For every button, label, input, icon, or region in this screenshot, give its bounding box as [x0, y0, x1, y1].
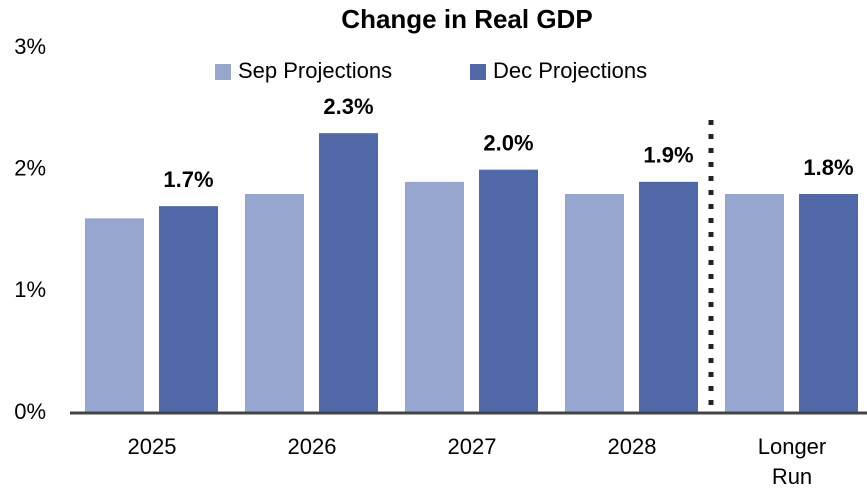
- value-label: 1.8%: [803, 155, 853, 180]
- bar: [159, 206, 218, 413]
- value-label: 1.7%: [163, 167, 213, 192]
- bar: [725, 194, 784, 413]
- value-label: 2.3%: [323, 94, 373, 119]
- x-tick-label: 2025: [127, 434, 177, 459]
- bar: [479, 169, 538, 413]
- legend-swatch: [470, 64, 486, 80]
- bar: [639, 181, 698, 413]
- y-tick-label: 1%: [14, 277, 46, 302]
- legend-swatch: [215, 64, 231, 80]
- bar: [245, 194, 304, 413]
- y-tick-label: 2%: [14, 155, 46, 180]
- chart-title: Change in Real GDP: [341, 4, 592, 34]
- value-label: 2.0%: [483, 130, 533, 155]
- x-tick-label: 2026: [287, 434, 337, 459]
- bar: [319, 133, 378, 413]
- bar: [85, 218, 144, 413]
- y-tick-label: 0%: [14, 399, 46, 424]
- bar: [799, 194, 858, 413]
- bar: [565, 194, 624, 413]
- x-tick-label: Longer Run: [757, 434, 827, 489]
- x-tick-label: 2028: [607, 434, 657, 459]
- x-tick-label: 2027: [447, 434, 497, 459]
- bar: [405, 181, 464, 413]
- legend-label: Dec Projections: [493, 58, 647, 83]
- y-tick-label: 3%: [14, 34, 46, 59]
- value-label: 1.9%: [643, 143, 693, 168]
- legend-label: Sep Projections: [238, 58, 392, 83]
